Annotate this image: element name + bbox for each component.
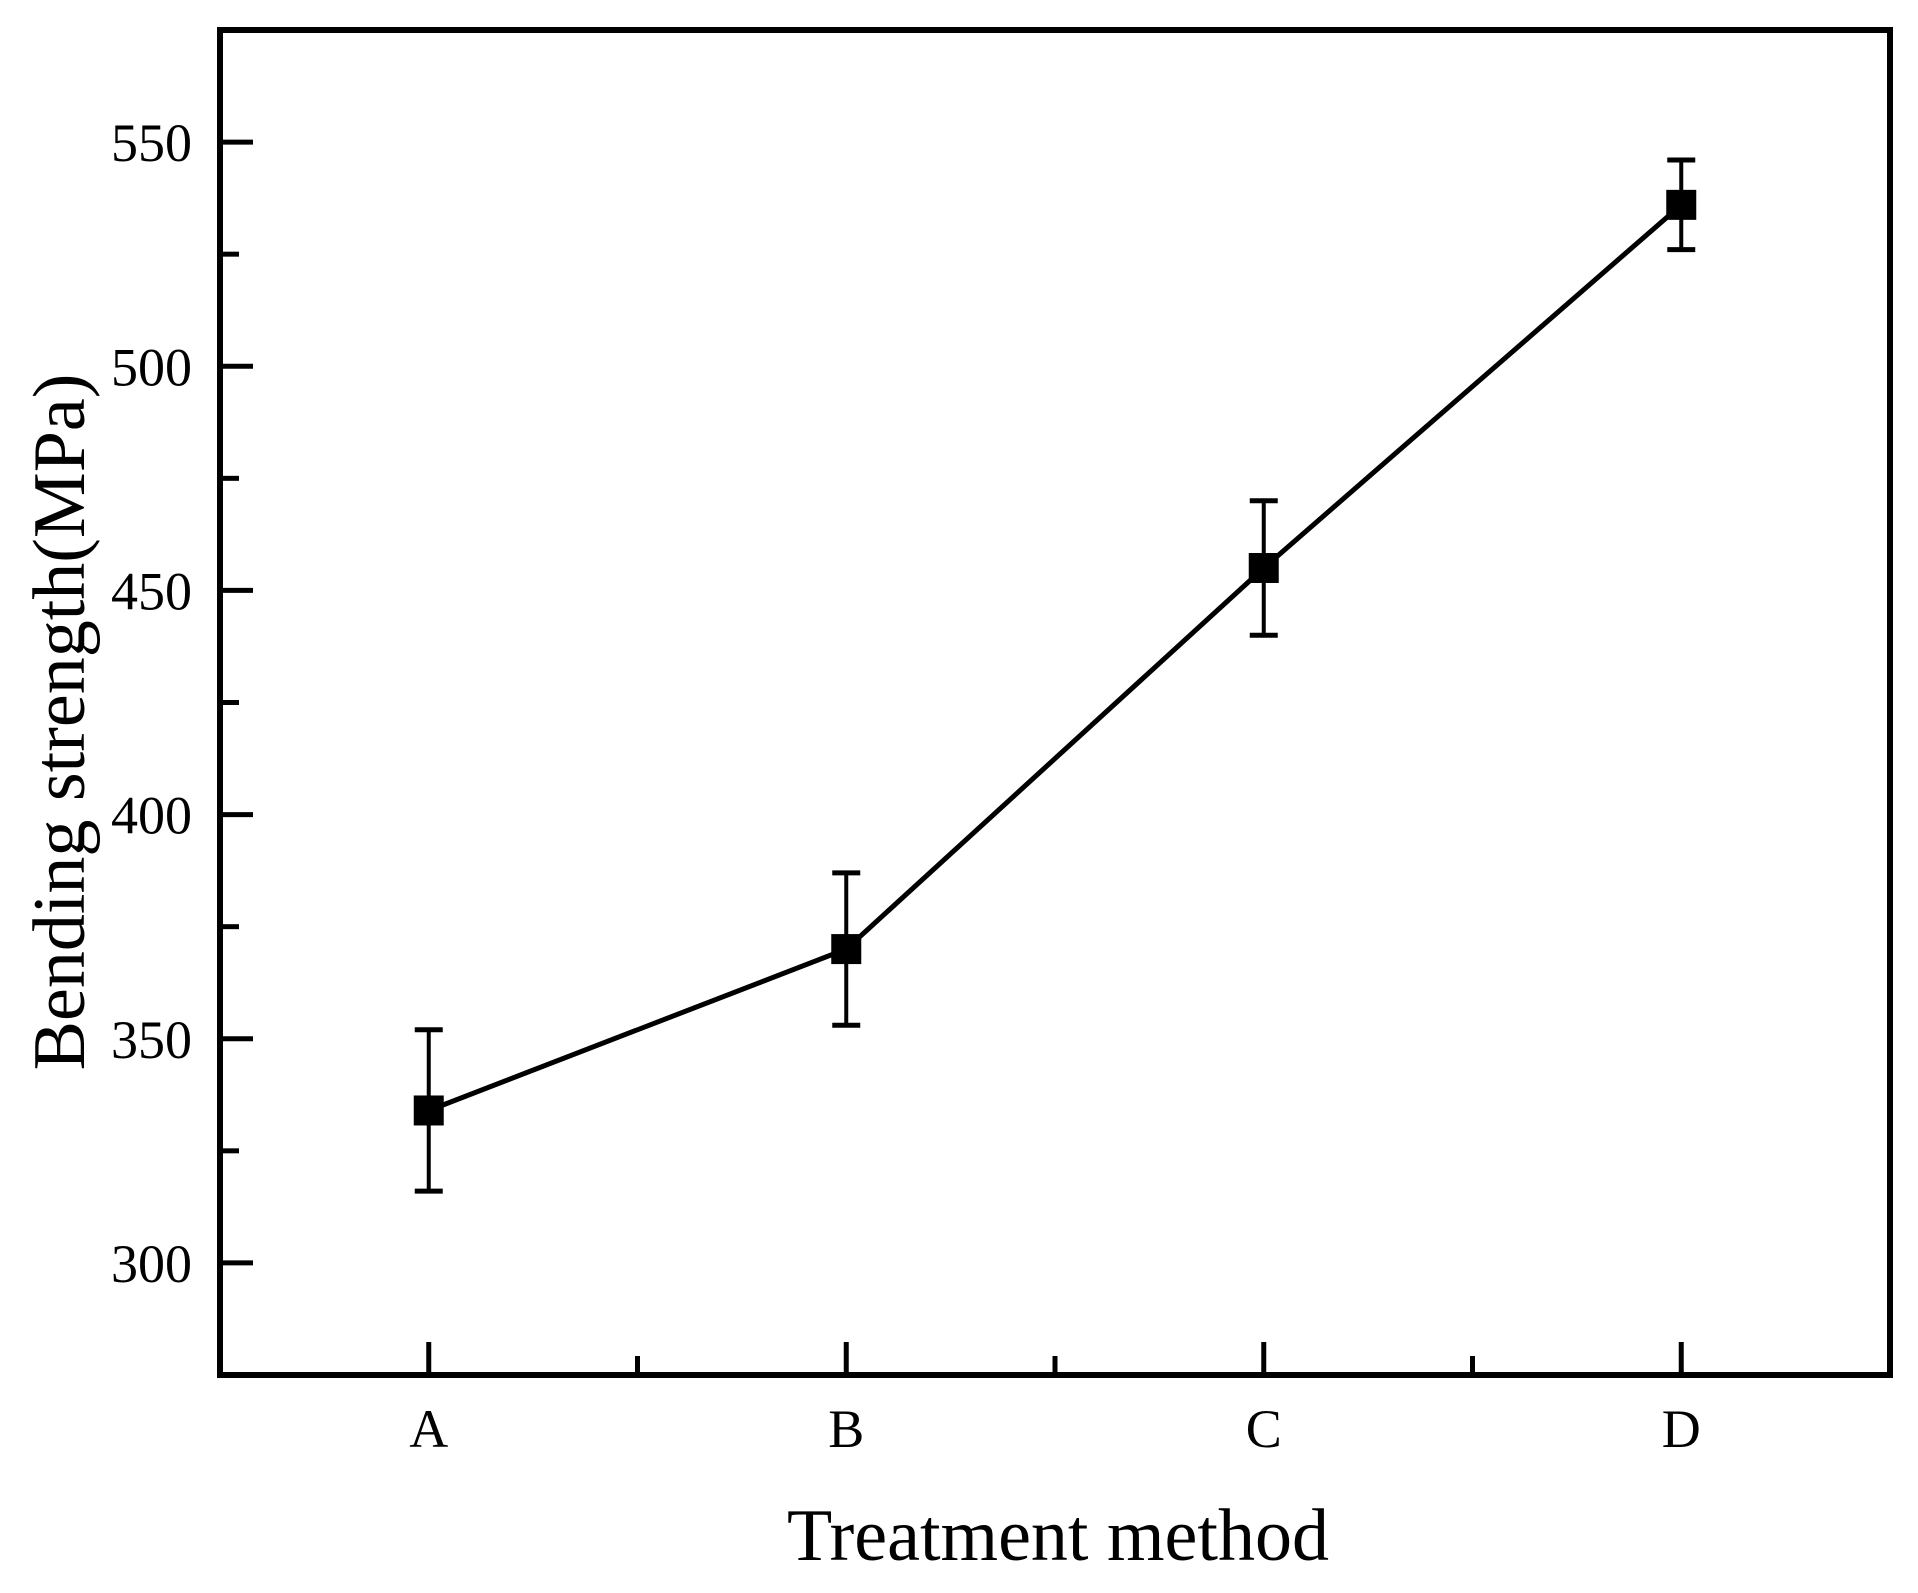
x-tick-label-B: B: [828, 1399, 864, 1459]
y-axis-title: Bending strength(MPa): [19, 374, 101, 1071]
data-point-C: [1248, 553, 1279, 583]
data-line: [427, 202, 1683, 1113]
data-point-A: [413, 1095, 444, 1126]
y-tick-label-550: 550: [111, 113, 192, 173]
y-tick-label-300: 300: [111, 1234, 192, 1294]
x-tick-label-D: D: [1662, 1399, 1701, 1459]
x-tick-label-A: A: [409, 1399, 448, 1459]
y-tick-label-500: 500: [111, 337, 192, 397]
y-tick-label-450: 450: [111, 561, 192, 621]
x-tick-label-C: C: [1246, 1399, 1282, 1459]
data-point-B: [831, 934, 862, 965]
y-tick-label-400: 400: [111, 786, 192, 846]
y-tick-label-350: 350: [111, 1010, 192, 1070]
x-axis-title: Treatment method: [787, 1495, 1329, 1577]
data-point-D: [1666, 189, 1697, 220]
plot-frame: [217, 27, 1893, 1378]
plot-area: 300 350 400 450 500 550 A B C D: [111, 27, 1893, 1459]
